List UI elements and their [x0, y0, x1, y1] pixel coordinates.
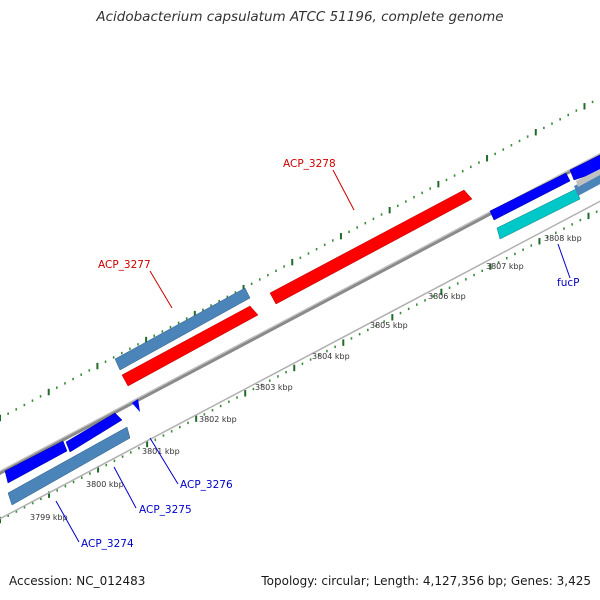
small-reverse-feature[interactable] [132, 399, 140, 412]
scale-label: 3801 kbp [142, 447, 180, 456]
scale-label: 3802 kbp [199, 415, 237, 424]
scale-label: 3806 kbp [428, 292, 466, 301]
scale-label: 3799 kbp [30, 513, 68, 522]
scale-label: 3803 kbp [255, 383, 293, 392]
gene-fucp-cds[interactable] [489, 172, 571, 221]
tick-rows [0, 100, 598, 524]
scale-label: 3804 kbp [312, 352, 350, 361]
map-title: Acidobacterium capsulatum ATCC 51196, co… [96, 9, 504, 25]
scale-label: 3800 kbp [86, 480, 124, 489]
gene-label-acp-3277[interactable]: ACP_3277 [98, 259, 151, 271]
gene-acp-3275-shade[interactable] [7, 426, 131, 506]
gene-acp-3277-cds[interactable] [121, 305, 259, 387]
accession-text: Accession: NC_012483 [9, 574, 146, 588]
genome-summary-text: Topology: circular; Length: 4,127,356 bp… [261, 574, 591, 588]
gene-label-acp-3278[interactable]: ACP_3278 [283, 158, 336, 170]
gene-acp-3277-shade[interactable] [114, 287, 251, 371]
scale-label: 3808 kbp [544, 234, 582, 243]
gene-acp-3275-cds[interactable] [4, 440, 68, 484]
scale-labels: 3799 kbp 3800 kbp 3801 kbp 3802 kbp 3803… [30, 234, 582, 522]
gene-label-acp-3275[interactable]: ACP_3275 [139, 504, 192, 516]
scale-label: 3807 kbp [486, 262, 524, 271]
gene-label-callouts: ACP_3278 ACP_3277 ACP_3276 ACP_3275 ACP_… [55, 158, 579, 550]
gene-label-acp-3276[interactable]: ACP_3276 [180, 479, 233, 491]
gene-next-shade[interactable] [574, 171, 600, 196]
gene-light-shade[interactable] [576, 169, 600, 187]
gene-acp-3278-cds[interactable] [269, 189, 473, 305]
gene-fucp-highlight[interactable] [496, 188, 581, 240]
gene-features [4, 154, 600, 506]
gene-label-acp-3274[interactable]: ACP_3274 [81, 538, 134, 550]
scale-label: 3805 kbp [370, 321, 408, 330]
gene-label-fucp[interactable]: fucP [557, 277, 579, 289]
gene-acp-3276-cds[interactable] [65, 412, 123, 453]
